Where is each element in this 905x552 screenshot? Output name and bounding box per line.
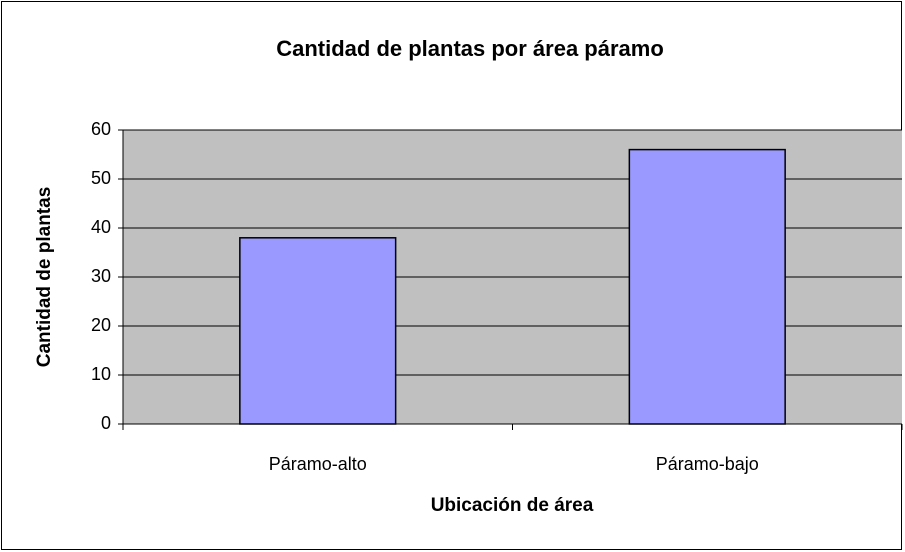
y-tick-label: 60 (91, 119, 111, 139)
x-tick-label: Páramo-bajo (656, 454, 759, 474)
bar (628, 148, 786, 425)
y-tick-label: 50 (91, 168, 111, 188)
y-tick-label: 20 (91, 315, 111, 335)
y-axis-label: Cantidad de plantas (34, 187, 55, 368)
y-tick-label: 0 (101, 413, 111, 433)
y-tick-label: 40 (91, 217, 111, 237)
y-tick-label: 10 (91, 364, 111, 384)
y-tick-label: 30 (91, 266, 111, 286)
x-tick-label: Páramo-alto (269, 454, 367, 474)
x-axis-label: Ubicación de área (431, 495, 594, 516)
chart-title: Cantidad de plantas por área páramo (276, 36, 664, 61)
bar (239, 237, 397, 425)
